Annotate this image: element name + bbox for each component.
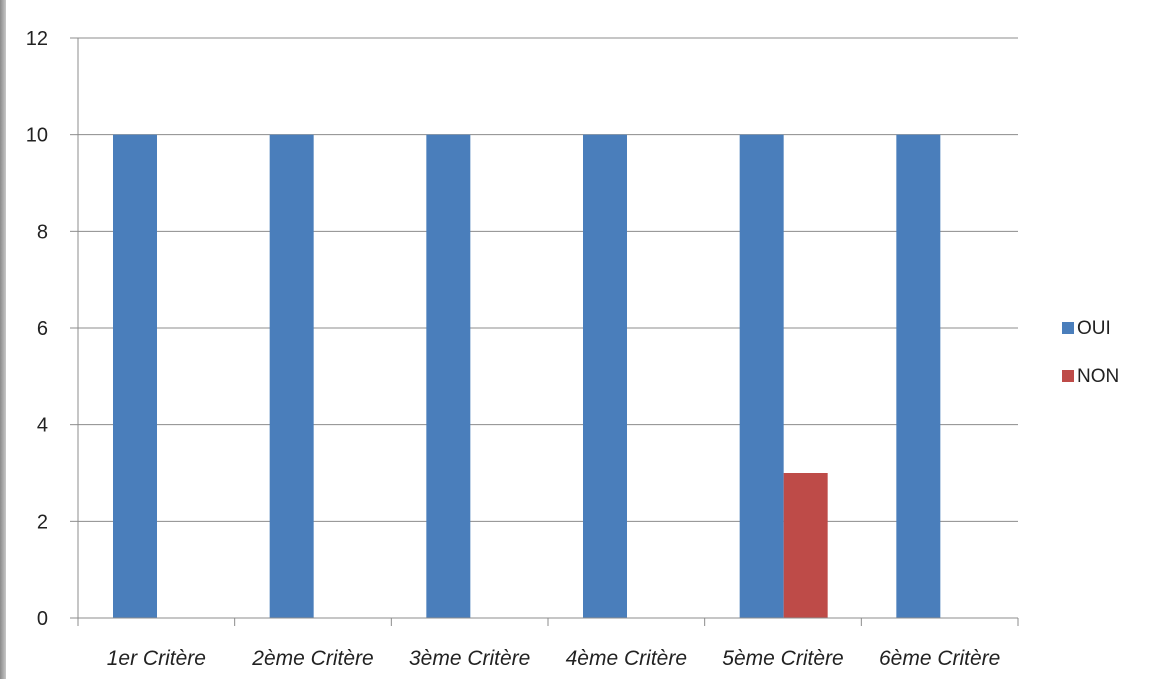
legend-label-non: NON (1077, 366, 1119, 387)
x-axis-ticks: 1er Critère 2ème Critère 3ème Critère 4ème … (107, 647, 1001, 670)
y-tick-label: 12 (26, 28, 48, 50)
x-tick-label: 3ème Critère (409, 647, 530, 670)
frame-left-border (0, 0, 6, 679)
x-tick-label: 4ème Critère (566, 647, 687, 670)
bar-oui-2 (269, 134, 314, 618)
gridlines (78, 37, 1018, 522)
legend: OUI NON (1062, 318, 1119, 387)
y-tick-label: 0 (37, 608, 48, 630)
y-tick-label: 10 (26, 125, 48, 147)
x-tick-label: 1er Critère (107, 647, 206, 670)
legend-swatch-oui (1062, 322, 1074, 334)
legend-label-oui: OUI (1077, 318, 1111, 339)
bar-oui-1 (113, 134, 157, 618)
x-tick-label: 6ème Critère (879, 647, 1000, 670)
y-axis-ticks: 0 2 4 6 8 10 12 (26, 28, 48, 630)
axes (70, 37, 1019, 626)
bar-non-5 (783, 473, 828, 618)
bar-oui-4 (583, 134, 627, 618)
x-tick-label: 2ème Critère (251, 647, 373, 670)
y-tick-label: 8 (37, 221, 48, 243)
y-tick-label: 6 (37, 318, 48, 340)
legend-swatch-non (1062, 370, 1074, 382)
x-tick-label: 5ème Critère (722, 647, 843, 670)
y-tick-label: 4 (37, 415, 48, 437)
bar-oui-3 (426, 134, 471, 618)
bars (113, 134, 941, 618)
bar-oui-6 (896, 134, 941, 618)
bar-oui-5 (739, 134, 784, 618)
y-tick-label: 2 (37, 511, 48, 533)
